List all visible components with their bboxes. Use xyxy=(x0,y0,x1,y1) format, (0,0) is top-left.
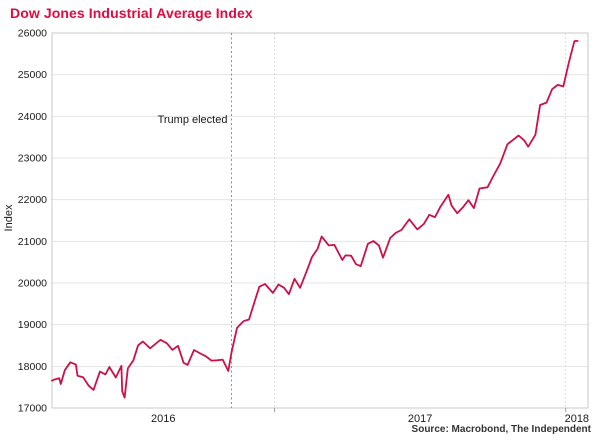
source-credit: Source: Macrobond, The Independent xyxy=(411,424,591,435)
y-tick-label: 20000 xyxy=(18,278,47,290)
x-tick-label: 2017 xyxy=(408,413,432,425)
chart-title: Dow Jones Industrial Average Index xyxy=(10,5,253,21)
djia-line-series xyxy=(51,40,579,399)
y-tick-label: 24000 xyxy=(18,111,47,123)
plot-border xyxy=(51,32,589,409)
x-tick-label: 2018 xyxy=(565,413,589,425)
y-tick-label: 22000 xyxy=(18,194,47,206)
y-tick-label: 17000 xyxy=(18,403,47,415)
y-tick-label: 21000 xyxy=(18,236,47,248)
y-tick-label: 26000 xyxy=(18,28,47,40)
y-tick-label: 19000 xyxy=(18,319,47,331)
y-tick-label: 25000 xyxy=(18,69,47,81)
annotation-trump-elected: Trump elected xyxy=(157,114,228,126)
y-tick-label: 18000 xyxy=(18,361,47,373)
y-tick-label: 23000 xyxy=(18,153,47,165)
x-tick-label: 2016 xyxy=(151,413,175,425)
